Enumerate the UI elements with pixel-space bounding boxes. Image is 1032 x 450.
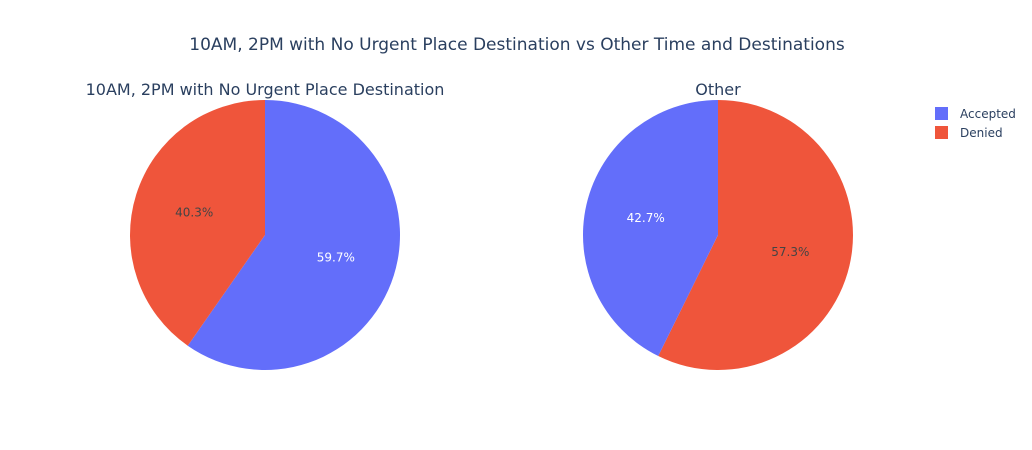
legend-swatch-accepted [935,107,948,120]
pie-1-label-accepted: 59.7% [317,250,355,264]
legend-item-denied[interactable]: Denied [935,126,1003,140]
pie-2-title: Other [695,80,741,99]
legend-item-accepted[interactable]: Accepted [935,107,1016,121]
pie-2-slice-accepted[interactable] [582,100,718,357]
pie-1-title: 10AM, 2PM with No Urgent Place Destinati… [86,80,445,99]
legend-swatch-denied [935,126,948,139]
pie-1-label-denied: 40.3% [175,206,213,220]
legend-label-denied: Denied [960,126,1003,140]
pie-2-slice-denied[interactable] [658,100,853,370]
pie-chart-2: Other 57.3% 42.7% [582,80,853,370]
chart-title: 10AM, 2PM with No Urgent Place Destinati… [189,35,845,55]
pie-1-slice-denied[interactable] [130,100,265,346]
legend: Accepted Denied [935,107,1016,140]
pie-1-slice-accepted[interactable] [187,100,401,370]
pie-2-label-denied: 57.3% [771,245,809,259]
pie-chart-1: 10AM, 2PM with No Urgent Place Destinati… [86,80,445,370]
pie-2-label-accepted: 42.7% [627,211,665,225]
legend-label-accepted: Accepted [960,107,1016,121]
